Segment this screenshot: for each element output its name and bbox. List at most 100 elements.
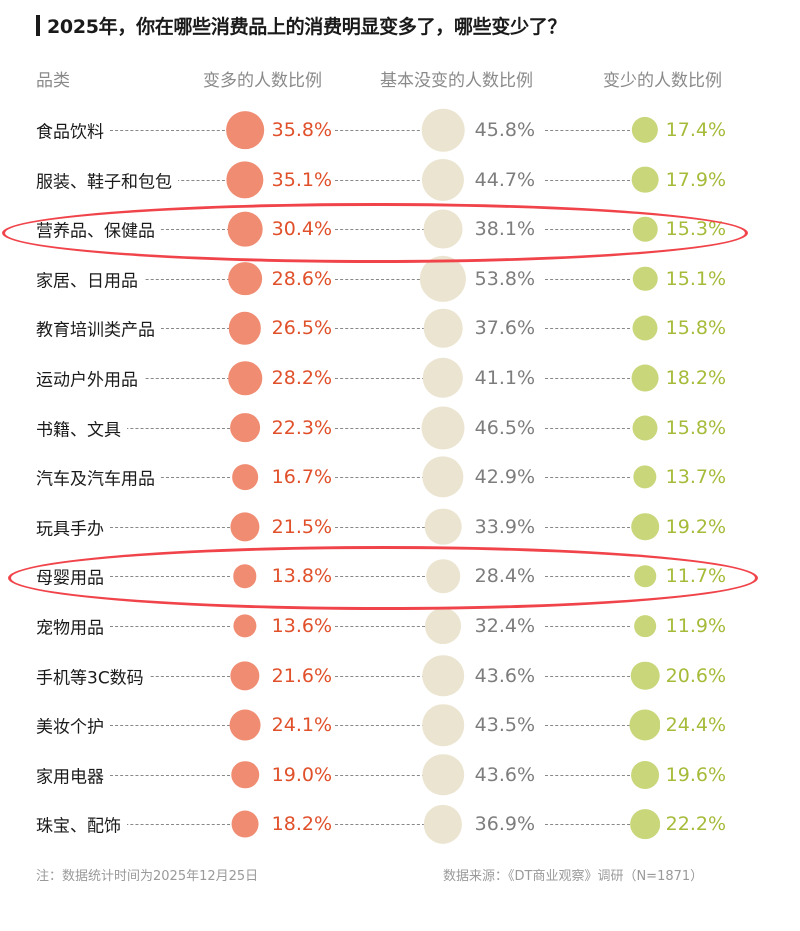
more-value: 13.6%: [266, 615, 332, 637]
dotted-leader: [335, 328, 425, 330]
dotted-leader: [335, 179, 425, 181]
dotted-leader: [545, 130, 630, 131]
dotted-leader: [335, 675, 425, 677]
same-bubble: [422, 654, 464, 697]
more-value: 22.3%: [266, 416, 332, 439]
dotted-leader: [335, 378, 425, 379]
category-label: 手机等3C数码: [36, 663, 150, 689]
dotted-leader: [545, 378, 630, 379]
same-bubble: [423, 309, 463, 348]
dotted-leader: [335, 526, 425, 528]
same-value: 28.4%: [469, 565, 535, 588]
dotted-leader: [335, 427, 425, 429]
table-row: 珠宝、配饰 18.2% 36.9% 22.2%: [0, 800, 800, 848]
header-same: 基本没变的人数比例: [380, 71, 533, 91]
same-value: 42.9%: [469, 466, 535, 489]
dotted-leader: [545, 824, 630, 826]
more-value: 26.5%: [266, 317, 332, 340]
table-row: 母婴用品 13.8% 28.4% 11.7%: [0, 552, 800, 600]
same-bubble: [423, 805, 463, 844]
more-bubble: [232, 464, 258, 491]
more-bubble: [233, 564, 257, 589]
table-row: 宠物用品 13.6% 32.4% 11.9%: [0, 602, 800, 650]
category-label: 家居、日用品: [36, 266, 144, 292]
more-bubble: [227, 211, 263, 247]
dotted-leader: [545, 427, 630, 429]
table-row: 书籍、文具 22.3% 46.5% 15.8%: [0, 404, 800, 452]
less-value: 17.4%: [660, 119, 726, 141]
less-value: 17.9%: [660, 168, 726, 191]
category-label: 美妆个护: [36, 712, 110, 738]
category-label: 汽车及汽车用品: [36, 464, 161, 490]
dotted-leader: [545, 725, 630, 727]
same-value: 41.1%: [469, 367, 535, 389]
less-bubble: [630, 809, 660, 840]
dotted-leader: [110, 427, 230, 429]
more-value: 30.4%: [266, 218, 332, 241]
dotted-leader: [335, 576, 425, 578]
category-label: 运动户外用品: [36, 365, 144, 391]
dotted-leader: [545, 675, 630, 677]
more-bubble: [230, 512, 260, 542]
dotted-leader: [545, 526, 630, 528]
dotted-leader: [110, 824, 230, 826]
more-value: 35.1%: [266, 168, 332, 191]
less-value: 18.2%: [660, 367, 726, 389]
less-bubble: [633, 465, 657, 489]
dotted-leader: [545, 179, 630, 181]
more-bubble: [231, 810, 259, 838]
less-bubble: [634, 565, 656, 588]
dotted-leader: [335, 278, 425, 280]
more-bubble: [229, 709, 261, 741]
dotted-leader: [335, 725, 425, 727]
dotted-leader: [110, 526, 230, 528]
same-bubble: [424, 508, 462, 546]
more-bubble: [226, 160, 264, 199]
less-bubble: [632, 216, 658, 242]
category-label: 母婴用品: [36, 563, 110, 589]
category-label: 宠物用品: [36, 613, 110, 639]
category-label: 教育培训类产品: [36, 315, 161, 341]
less-value: 24.4%: [660, 714, 726, 737]
same-value: 36.9%: [469, 813, 535, 836]
category-label: 玩具手办: [36, 514, 110, 540]
dotted-leader: [110, 328, 230, 330]
same-bubble: [422, 357, 464, 399]
same-bubble: [423, 209, 463, 249]
dotted-leader: [335, 774, 425, 776]
dotted-leader: [545, 229, 630, 231]
more-value: 28.2%: [266, 367, 332, 389]
table-row: 教育培训类产品 26.5% 37.6% 15.8%: [0, 304, 800, 352]
more-bubble: [231, 761, 259, 789]
more-bubble: [228, 261, 262, 296]
dotted-leader: [110, 725, 230, 727]
less-value: 11.9%: [660, 615, 726, 637]
dotted-leader: [335, 626, 425, 627]
less-bubble: [631, 513, 659, 541]
dotted-leader: [110, 229, 230, 231]
less-value: 22.2%: [660, 813, 726, 836]
dotted-leader: [545, 626, 630, 627]
category-label: 书籍、文具: [36, 415, 127, 441]
same-value: 43.6%: [469, 763, 535, 786]
dotted-leader: [335, 477, 425, 479]
same-value: 37.6%: [469, 317, 535, 340]
dotted-leader: [335, 229, 425, 231]
same-bubble: [421, 108, 465, 152]
less-bubble: [631, 116, 659, 144]
header-more: 变多的人数比例: [203, 71, 322, 91]
dotted-leader: [545, 774, 630, 776]
more-value: 28.6%: [266, 267, 332, 290]
less-bubble: [632, 315, 658, 341]
category-label: 服装、鞋子和包包: [36, 167, 178, 193]
more-value: 24.1%: [266, 714, 332, 737]
more-bubble: [226, 111, 264, 149]
dotted-leader: [335, 130, 425, 131]
less-bubble: [634, 615, 656, 637]
same-value: 32.4%: [469, 615, 535, 637]
less-value: 15.8%: [660, 317, 726, 340]
same-value: 43.5%: [469, 714, 535, 737]
more-value: 13.8%: [266, 565, 332, 588]
header-less: 变少的人数比例: [603, 71, 722, 91]
less-value: 13.7%: [660, 466, 726, 489]
